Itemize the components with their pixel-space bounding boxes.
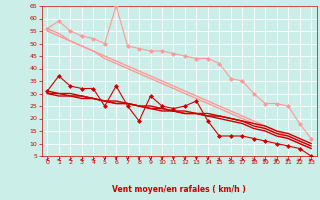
- X-axis label: Vent moyen/en rafales ( km/h ): Vent moyen/en rafales ( km/h ): [112, 185, 246, 194]
